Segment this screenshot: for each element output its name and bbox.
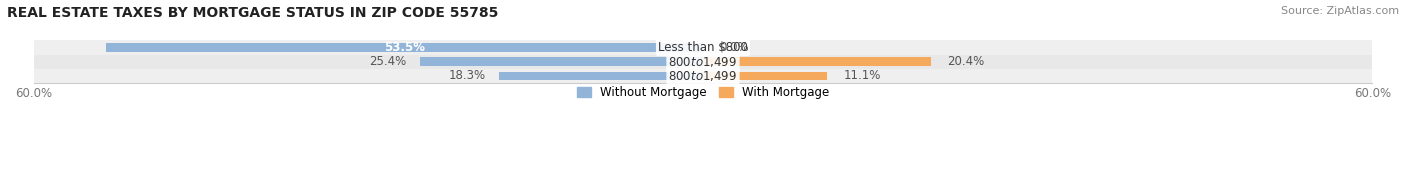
Text: 53.5%: 53.5% — [384, 41, 425, 54]
Legend: Without Mortgage, With Mortgage: Without Mortgage, With Mortgage — [572, 81, 834, 104]
Bar — [105, 43, 703, 52]
Bar — [419, 58, 703, 66]
Text: 25.4%: 25.4% — [368, 55, 406, 68]
Bar — [703, 72, 827, 80]
Text: Source: ZipAtlas.com: Source: ZipAtlas.com — [1281, 6, 1399, 16]
Bar — [499, 72, 703, 80]
Text: $800 to $1,499: $800 to $1,499 — [668, 55, 738, 69]
Text: $800 to $1,499: $800 to $1,499 — [668, 69, 738, 83]
Text: 18.3%: 18.3% — [449, 69, 485, 82]
Bar — [703, 58, 931, 66]
Bar — [34, 55, 1372, 69]
Text: 0.0%: 0.0% — [720, 41, 749, 54]
Text: 11.1%: 11.1% — [844, 69, 882, 82]
Bar — [34, 69, 1372, 83]
Text: REAL ESTATE TAXES BY MORTGAGE STATUS IN ZIP CODE 55785: REAL ESTATE TAXES BY MORTGAGE STATUS IN … — [7, 6, 498, 20]
Text: Less than $800: Less than $800 — [658, 41, 748, 54]
Text: 20.4%: 20.4% — [948, 55, 984, 68]
Bar — [34, 40, 1372, 55]
